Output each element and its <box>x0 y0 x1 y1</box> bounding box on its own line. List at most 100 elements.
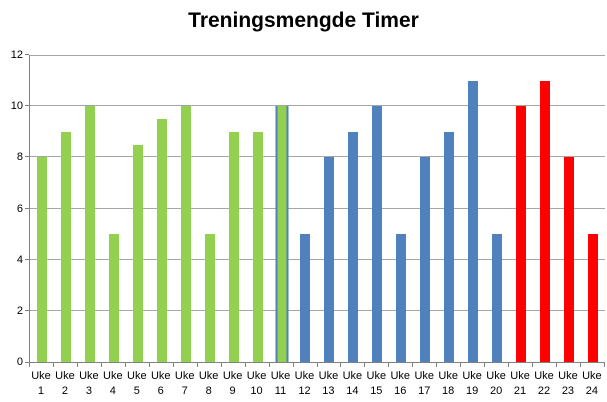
x-label-line2: 9 <box>229 385 236 397</box>
bar-slot <box>246 55 270 362</box>
bar-slot <box>150 55 174 362</box>
bar-slot <box>54 55 78 362</box>
bar-slot <box>389 55 413 362</box>
bar-slot <box>174 55 198 362</box>
x-label-line1: Uke <box>103 370 123 382</box>
bar-slot <box>317 55 341 362</box>
bar-uke-5 <box>132 144 143 362</box>
x-axis-tick <box>221 363 222 367</box>
x-axis-label-uke-11: Uke 11 <box>269 369 293 399</box>
x-label-line2: 16 <box>394 385 407 397</box>
y-axis-label-10: 10 <box>10 100 23 113</box>
x-axis-label-uke-4: Uke 4 <box>101 369 125 399</box>
x-axis-label-uke-18: Uke 18 <box>436 369 460 399</box>
x-label-line1: Uke <box>558 370 578 382</box>
x-label-line1: Uke <box>222 370 243 382</box>
x-axis-tick <box>245 363 246 367</box>
x-axis-tick <box>388 363 389 367</box>
gridline-y-2 <box>30 309 605 311</box>
x-label-line1: Uke <box>390 370 411 382</box>
bar-slot <box>413 55 437 362</box>
bar-uke-19 <box>468 80 479 362</box>
bar-uke-2 <box>60 131 71 362</box>
x-label-line1: Uke <box>582 370 602 382</box>
bar-slot <box>581 55 605 362</box>
x-label-line2: 6 <box>157 385 164 397</box>
y-axis-tick <box>25 309 29 311</box>
x-axis-tick <box>532 363 533 367</box>
bar-uke-12 <box>300 234 311 362</box>
x-label-line2: 12 <box>298 385 311 397</box>
bar-slot <box>78 55 102 362</box>
bar-uke-21 <box>516 106 527 362</box>
x-axis-tick <box>484 363 485 367</box>
x-label-line1: Uke <box>414 370 434 382</box>
bar-slot <box>485 55 509 362</box>
x-label-line1: Uke <box>342 370 363 382</box>
bar-uke-23 <box>563 157 574 362</box>
bar-slot <box>102 55 126 362</box>
x-axis-tick <box>125 363 126 367</box>
x-axis-tick <box>580 363 581 367</box>
bar-slot <box>222 55 246 362</box>
x-label-line1: Uke <box>174 370 195 382</box>
x-axis-tick <box>173 363 174 367</box>
bar-slot <box>126 55 150 362</box>
bar-slot <box>509 55 533 362</box>
y-axis-tick <box>25 207 29 209</box>
gridline-y-8 <box>30 156 605 158</box>
x-label-line2: 21 <box>513 385 527 397</box>
x-axis-tick <box>436 363 437 367</box>
x-axis-tick <box>364 363 365 367</box>
x-axis-tick <box>149 363 150 367</box>
y-axis-label-2: 2 <box>16 304 23 317</box>
bar-slot <box>198 55 222 362</box>
y-axis-label-8: 8 <box>16 151 23 164</box>
x-label-line1: Uke <box>270 370 291 382</box>
bar-uke-13 <box>324 157 335 362</box>
x-axis-label-uke-10: Uke 10 <box>245 369 269 399</box>
gridline-y-10 <box>30 105 605 107</box>
x-label-line1: Uke <box>31 370 51 382</box>
x-axis-label-uke-20: Uke 20 <box>484 369 508 399</box>
x-label-line1: Uke <box>127 370 147 382</box>
y-axis-tick <box>25 105 29 107</box>
x-axis-label-uke-1: Uke 1 <box>29 369 53 399</box>
x-label-line1: Uke <box>318 370 339 382</box>
x-label-line1: Uke <box>150 370 171 382</box>
x-label-line2: 19 <box>466 385 479 397</box>
bar-uke-7 <box>180 106 191 362</box>
x-label-line1: Uke <box>294 370 315 382</box>
x-axis-label-uke-16: Uke 16 <box>388 369 412 399</box>
bar-uke-16 <box>396 234 407 362</box>
bar-slot <box>461 55 485 362</box>
x-label-line2: 10 <box>250 385 263 397</box>
x-axis-tick <box>29 363 30 367</box>
x-label-line2: 11 <box>274 385 287 397</box>
x-label-line1: Uke <box>462 370 482 382</box>
x-label-line1: Uke <box>366 370 387 382</box>
x-axis-label-uke-24: Uke 24 <box>580 369 604 399</box>
x-label-line2: 23 <box>561 385 575 397</box>
x-label-line2: 15 <box>370 385 383 397</box>
x-label-line2: 18 <box>442 385 455 397</box>
x-axis-label-uke-22: Uke 22 <box>532 369 556 399</box>
x-axis-label-uke-17: Uke 17 <box>412 369 436 399</box>
x-axis-tick <box>460 363 461 367</box>
bar-slot <box>341 55 365 362</box>
bar-slot <box>365 55 389 362</box>
bar-slot <box>533 55 557 362</box>
x-label-line2: 14 <box>346 385 359 397</box>
x-axis-tick <box>412 363 413 367</box>
x-label-line2: 1 <box>37 385 45 397</box>
x-label-line2: 4 <box>109 385 116 397</box>
x-axis-label-uke-12: Uke 12 <box>292 369 316 399</box>
x-axis-tick <box>317 363 318 367</box>
x-label-line1: Uke <box>510 370 530 382</box>
x-axis-tick <box>340 363 341 367</box>
y-axis-tick <box>25 156 29 158</box>
bar-slot <box>30 55 54 362</box>
x-label-line2: 22 <box>537 385 551 397</box>
x-label-line1: Uke <box>534 370 554 382</box>
